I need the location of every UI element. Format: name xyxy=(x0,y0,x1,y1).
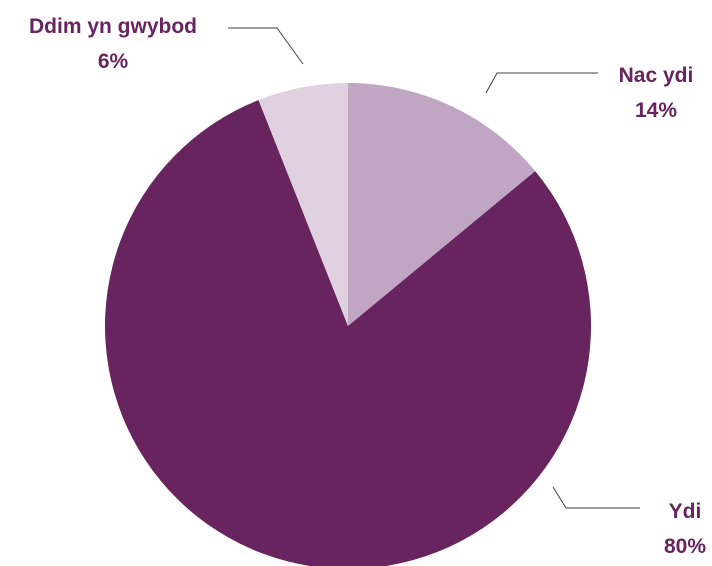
pie-slice-ydi xyxy=(105,100,591,566)
leader-lines xyxy=(228,27,640,509)
value-label: 80% xyxy=(664,535,706,558)
pie-slices xyxy=(105,83,591,566)
data-label-nac-ydi: Nac ydi 14% xyxy=(619,64,694,122)
leader-line-ydi xyxy=(552,486,640,509)
category-label: Nac ydi xyxy=(619,64,694,87)
pie-slice-ddim-yn-gwybod xyxy=(258,83,348,326)
category-label: Ddim yn gwybod xyxy=(29,15,197,38)
category-label: Ydi xyxy=(669,500,702,523)
value-label: 14% xyxy=(635,99,677,122)
leader-line-ddim-yn-gwybod xyxy=(228,27,304,65)
pie-slice-nac-ydi xyxy=(348,83,536,326)
data-label-ddim-yn-gwybod: Ddim yn gwybod 6% xyxy=(29,15,197,73)
data-labels: Nac ydi 14% Ydi 80% Ddim yn gwybod 6% xyxy=(29,15,706,558)
data-label-ydi: Ydi 80% xyxy=(664,500,706,558)
value-label: 6% xyxy=(98,50,129,73)
leader-line-nac-ydi xyxy=(485,72,598,94)
